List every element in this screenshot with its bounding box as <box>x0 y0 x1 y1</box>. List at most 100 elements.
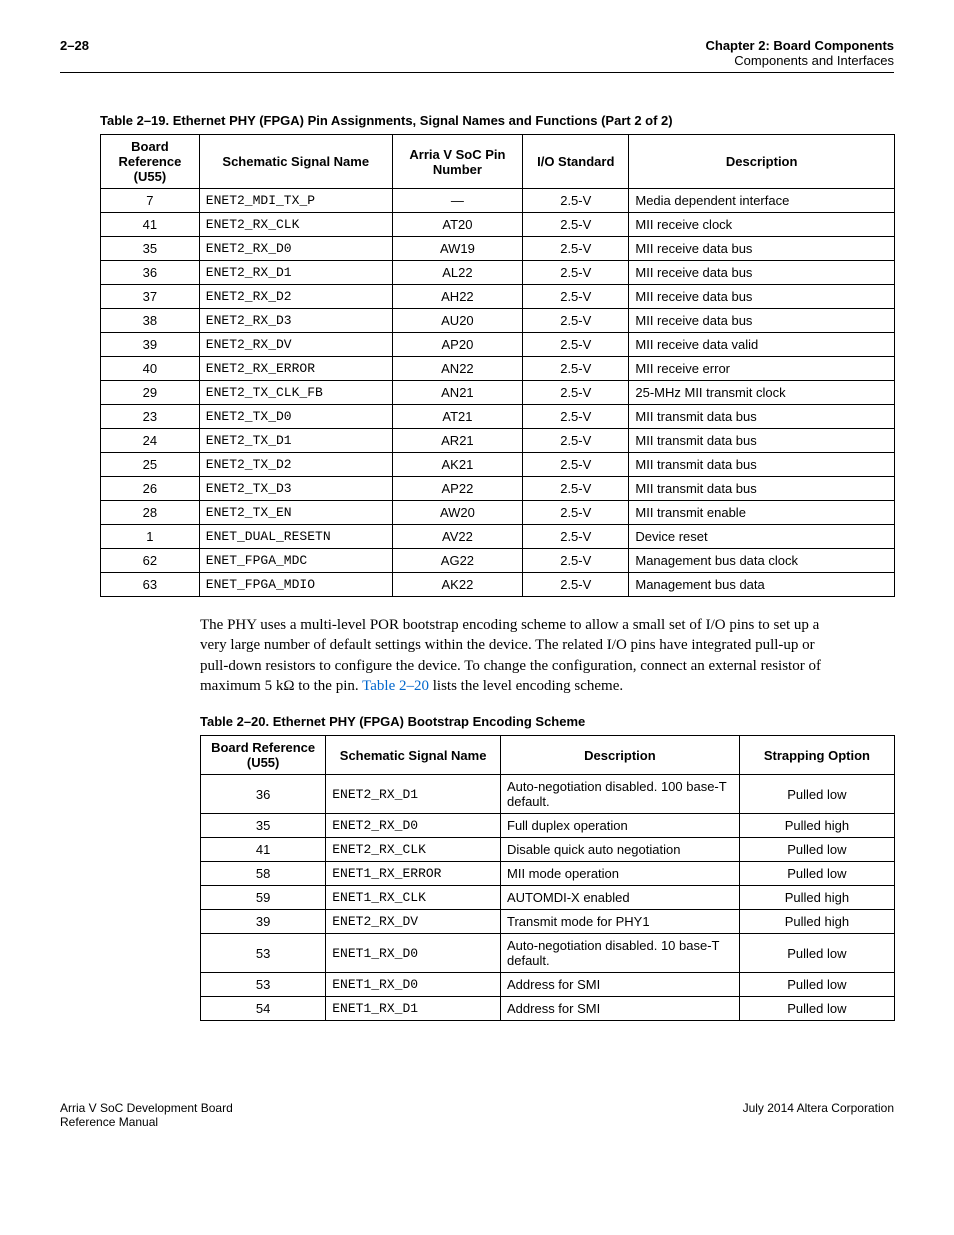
table-cell: Auto-negotiation disabled. 100 base-T de… <box>501 775 740 814</box>
table-cell: ENET2_RX_D0 <box>326 814 501 838</box>
table-cell: 40 <box>101 357 200 381</box>
table-cell: MII transmit data bus <box>629 405 895 429</box>
table-cell: Pulled low <box>739 973 894 997</box>
table-cell: Pulled low <box>739 775 894 814</box>
table-cell: Address for SMI <box>501 973 740 997</box>
table-cell: AUTOMDI-X enabled <box>501 886 740 910</box>
table-row: 36ENET2_RX_D1Auto-negotiation disabled. … <box>201 775 895 814</box>
table-cell: Management bus data <box>629 573 895 597</box>
table-cell: ENET2_RX_D2 <box>199 285 392 309</box>
table-cell: 37 <box>101 285 200 309</box>
table-cell: — <box>392 189 522 213</box>
table-link[interactable]: Table 2–20 <box>362 678 429 694</box>
table-row: 40ENET2_RX_ERRORAN222.5-VMII receive err… <box>101 357 895 381</box>
table-cell: Pulled low <box>739 997 894 1021</box>
table-cell: 2.5-V <box>523 309 629 333</box>
table1: Board Reference (U55) Schematic Signal N… <box>100 134 895 597</box>
table-cell: 36 <box>101 261 200 285</box>
table-cell: 2.5-V <box>523 477 629 501</box>
table-cell: ENET1_RX_D0 <box>326 934 501 973</box>
table-cell: 39 <box>101 333 200 357</box>
chapter-header: Chapter 2: Board Components Components a… <box>705 38 894 68</box>
table-cell: AK21 <box>392 453 522 477</box>
table-cell: Pulled high <box>739 910 894 934</box>
table-row: 35ENET2_RX_D0Full duplex operationPulled… <box>201 814 895 838</box>
table-row: 23ENET2_TX_D0AT212.5-VMII transmit data … <box>101 405 895 429</box>
table-cell: 25-MHz MII transmit clock <box>629 381 895 405</box>
table-cell: MII receive data bus <box>629 309 895 333</box>
table-row: 28ENET2_TX_ENAW202.5-VMII transmit enabl… <box>101 501 895 525</box>
table-cell: AW20 <box>392 501 522 525</box>
table-row: 39ENET2_RX_DVTransmit mode for PHY1Pulle… <box>201 910 895 934</box>
table-cell: MII transmit data bus <box>629 453 895 477</box>
table-row: 58ENET1_RX_ERRORMII mode operationPulled… <box>201 862 895 886</box>
table-cell: ENET2_RX_D1 <box>326 775 501 814</box>
table-cell: MII receive error <box>629 357 895 381</box>
footer-right: July 2014 Altera Corporation <box>743 1101 894 1129</box>
table-cell: 41 <box>201 838 326 862</box>
table-row: 1ENET_DUAL_RESETNAV222.5-VDevice reset <box>101 525 895 549</box>
table-cell: Pulled low <box>739 934 894 973</box>
table-cell: AL22 <box>392 261 522 285</box>
table-row: 63ENET_FPGA_MDIOAK222.5-VManagement bus … <box>101 573 895 597</box>
para-text-after: lists the level encoding scheme. <box>429 678 623 694</box>
table-cell: Pulled high <box>739 814 894 838</box>
table-cell: 25 <box>101 453 200 477</box>
table-row: 37ENET2_RX_D2AH222.5-VMII receive data b… <box>101 285 895 309</box>
table-cell: 7 <box>101 189 200 213</box>
table-cell: AP22 <box>392 477 522 501</box>
table-cell: 2.5-V <box>523 573 629 597</box>
table-cell: Device reset <box>629 525 895 549</box>
table-cell: Pulled high <box>739 886 894 910</box>
table-cell: 2.5-V <box>523 237 629 261</box>
table-cell: ENET2_RX_DV <box>326 910 501 934</box>
table-cell: 53 <box>201 934 326 973</box>
table-cell: 2.5-V <box>523 429 629 453</box>
table-cell: MII receive data valid <box>629 333 895 357</box>
table-row: 29ENET2_TX_CLK_FBAN212.5-V25-MHz MII tra… <box>101 381 895 405</box>
table-row: 41ENET2_RX_CLKAT202.5-VMII receive clock <box>101 213 895 237</box>
table-cell: Full duplex operation <box>501 814 740 838</box>
table-cell: Disable quick auto negotiation <box>501 838 740 862</box>
th-board-ref: Board Reference (U55) <box>101 135 200 189</box>
chapter-title: Chapter 2: Board Components <box>705 38 894 53</box>
table-cell: ENET1_RX_ERROR <box>326 862 501 886</box>
table-row: 39ENET2_RX_DVAP202.5-VMII receive data v… <box>101 333 895 357</box>
table-cell: ENET2_RX_ERROR <box>199 357 392 381</box>
table-cell: 53 <box>201 973 326 997</box>
table-cell: 2.5-V <box>523 549 629 573</box>
table-cell: 2.5-V <box>523 261 629 285</box>
table-cell: MII transmit data bus <box>629 429 895 453</box>
table-row: 53ENET1_RX_D0Address for SMIPulled low <box>201 973 895 997</box>
table-cell: 2.5-V <box>523 525 629 549</box>
table-cell: 41 <box>101 213 200 237</box>
table-cell: AN21 <box>392 381 522 405</box>
table-cell: MII receive clock <box>629 213 895 237</box>
table-cell: 2.5-V <box>523 333 629 357</box>
table2-header-row: Board Reference (U55) Schematic Signal N… <box>201 736 895 775</box>
table-cell: ENET2_RX_D1 <box>199 261 392 285</box>
table-cell: 2.5-V <box>523 405 629 429</box>
table-row: 53ENET1_RX_D0Auto-negotiation disabled. … <box>201 934 895 973</box>
table-row: 26ENET2_TX_D3AP222.5-VMII transmit data … <box>101 477 895 501</box>
table-cell: 24 <box>101 429 200 453</box>
table-row: 59ENET1_RX_CLKAUTOMDI-X enabledPulled hi… <box>201 886 895 910</box>
table-cell: 2.5-V <box>523 453 629 477</box>
page-footer: Arria V SoC Development Board Reference … <box>60 1101 894 1129</box>
table-row: 35ENET2_RX_D0AW192.5-VMII receive data b… <box>101 237 895 261</box>
table-cell: Media dependent interface <box>629 189 895 213</box>
th-signal-name: Schematic Signal Name <box>199 135 392 189</box>
table-cell: AV22 <box>392 525 522 549</box>
th2-strap: Strapping Option <box>739 736 894 775</box>
table-row: 62ENET_FPGA_MDCAG222.5-VManagement bus d… <box>101 549 895 573</box>
table-cell: AU20 <box>392 309 522 333</box>
table-cell: ENET1_RX_D1 <box>326 997 501 1021</box>
table-cell: ENET2_TX_D1 <box>199 429 392 453</box>
table1-caption: Table 2–19. Ethernet PHY (FPGA) Pin Assi… <box>100 113 894 128</box>
th2-desc: Description <box>501 736 740 775</box>
table-cell: Management bus data clock <box>629 549 895 573</box>
table-cell: MII receive data bus <box>629 285 895 309</box>
table-cell: ENET_DUAL_RESETN <box>199 525 392 549</box>
table-cell: 29 <box>101 381 200 405</box>
table-cell: ENET_FPGA_MDC <box>199 549 392 573</box>
